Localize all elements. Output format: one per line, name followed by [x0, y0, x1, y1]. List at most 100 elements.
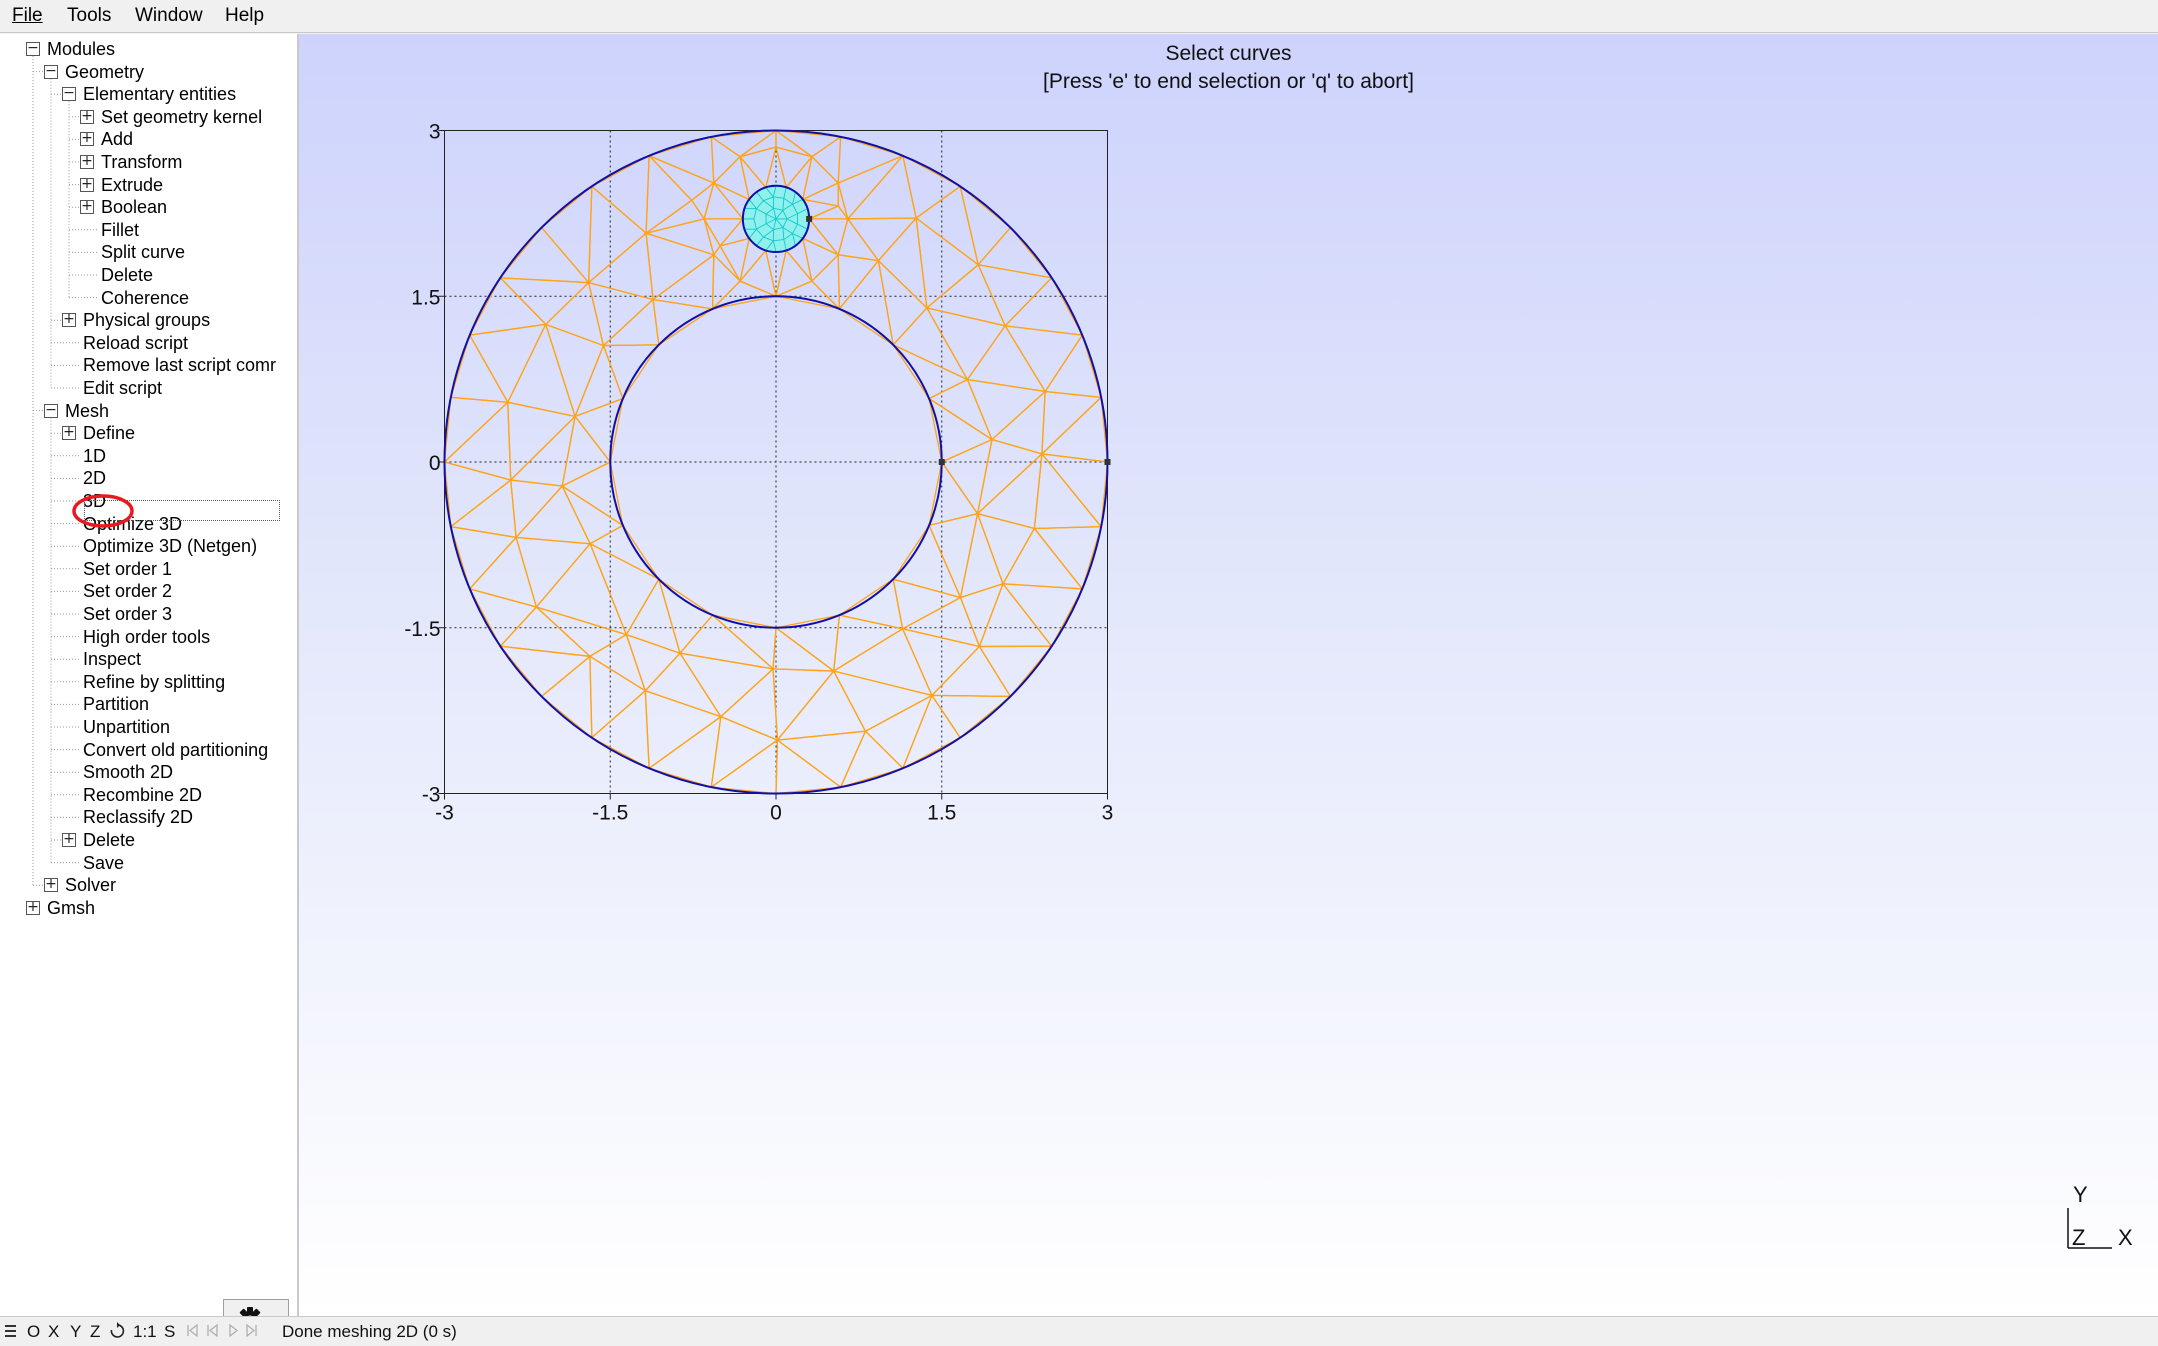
view-reset-o-button[interactable]: O [27, 1321, 40, 1343]
tree-item-label: High order tools [83, 626, 210, 648]
tree-item-label: Physical groups [83, 309, 210, 331]
graphics-viewport[interactable]: Select curves [Press 'e' to end selectio… [299, 34, 2158, 1316]
mesh-triangle [740, 131, 776, 157]
y-tick-label: -3 [422, 784, 441, 807]
tree-item-label: Reclassify 2D [83, 806, 193, 828]
expand-toggle-icon[interactable]: + [80, 200, 94, 214]
tree-item-label: Save [83, 852, 124, 874]
mesh-triangle [711, 740, 777, 793]
triad-axes-icon [2064, 1202, 2124, 1262]
rewind-icon [188, 1325, 197, 1336]
mesh-triangle [645, 691, 721, 769]
expand-toggle-icon[interactable]: + [44, 878, 58, 892]
mesh-triangle [445, 402, 511, 480]
collapse-toggle-icon[interactable]: − [44, 65, 58, 79]
tree-item-label: Geometry [65, 61, 144, 83]
mesh-triangle [932, 695, 1011, 737]
mesh-triangle [893, 308, 967, 380]
mesh-triangle [838, 156, 903, 219]
view-y-button[interactable]: Y [70, 1321, 81, 1343]
expand-toggle-icon[interactable]: + [62, 833, 76, 847]
rotate-icon[interactable] [108, 1322, 126, 1344]
tree-item-label: Fillet [101, 219, 139, 241]
view-x-button[interactable]: X [48, 1321, 59, 1343]
mesh-triangle [1042, 397, 1108, 462]
expand-toggle-icon[interactable]: + [80, 155, 94, 169]
tree-item-label: Add [101, 128, 133, 150]
tree-item-label: Modules [47, 38, 115, 60]
mesh-triangle [646, 156, 692, 233]
tree-item-label: Inspect [83, 648, 141, 670]
expand-toggle-icon[interactable]: + [26, 901, 40, 915]
mesh-triangle [803, 157, 838, 200]
tree-item-label: Define [83, 422, 135, 444]
mesh-triangle [711, 717, 777, 787]
mesh-triangle [903, 156, 960, 218]
mesh-triangle [803, 238, 838, 281]
mesh-triangle [979, 584, 1051, 647]
expand-toggle-icon[interactable]: + [80, 132, 94, 146]
expand-toggle-icon[interactable]: + [80, 110, 94, 124]
mesh-triangle [516, 537, 590, 607]
menu-file[interactable]: File [8, 4, 47, 28]
mesh-triangle [590, 656, 645, 737]
mesh-triangle [960, 584, 1003, 647]
tree-item-label: Smooth 2D [83, 761, 173, 783]
tree-item-label: 1D [83, 445, 106, 467]
mesh-triangle [838, 219, 878, 261]
geometry-point [939, 459, 945, 465]
tree-item-label: Split curve [101, 241, 185, 263]
mesh-triangle [776, 131, 812, 157]
mesh-triangle [773, 628, 834, 671]
status-message: Done meshing 2D (0 s) [282, 1321, 457, 1343]
tree-item-label: Delete [101, 264, 153, 286]
view-z-button[interactable]: Z [90, 1321, 100, 1343]
hamburger-icon[interactable] [4, 1323, 18, 1345]
mesh-triangle [451, 480, 516, 537]
mesh-triangle [929, 514, 977, 598]
collapse-toggle-icon[interactable]: − [44, 404, 58, 418]
mesh-triangle [932, 646, 1011, 696]
geometry-point [1105, 459, 1111, 465]
mesh-triangle [979, 646, 1051, 696]
mesh-triangle [451, 335, 508, 402]
menu-tools[interactable]: Tools [63, 4, 115, 28]
mesh-triangle [500, 646, 590, 696]
play-icon [230, 1325, 237, 1336]
menu-window[interactable]: Window [131, 4, 207, 28]
x-tick-label: 1.5 [927, 802, 956, 825]
x-tick-label: 3 [1102, 802, 1114, 825]
collapse-toggle-icon[interactable]: − [62, 87, 76, 101]
mesh-triangle [536, 607, 626, 656]
mesh-triangle [589, 186, 646, 282]
tree-item-label: Set order 3 [83, 603, 172, 625]
mesh-triangle [803, 183, 838, 206]
tree-item-label: Coherence [101, 287, 189, 309]
mesh-triangle [773, 669, 834, 740]
mesh-triangle [704, 183, 743, 219]
mesh-triangle [500, 228, 588, 283]
mesh-triangle [903, 598, 980, 647]
mesh-triangle [960, 186, 1010, 264]
tree-item-label: Transform [101, 151, 182, 173]
mesh-triangle [927, 265, 1005, 326]
mesh-triangle [978, 228, 1051, 278]
mesh-triangle [1042, 454, 1108, 527]
expand-toggle-icon[interactable]: + [80, 178, 94, 192]
mesh-triangle [721, 669, 778, 740]
scale-one-to-one-button[interactable]: 1:1 [133, 1321, 157, 1343]
tree-item-label: Recombine 2D [83, 784, 202, 806]
tree-item-label: Refine by splitting [83, 671, 225, 693]
expand-toggle-icon[interactable]: + [62, 313, 76, 327]
mesh-triangle [645, 653, 721, 716]
tree-item-label: Set order 2 [83, 580, 172, 602]
collapse-toggle-icon[interactable]: − [26, 42, 40, 56]
mesh-triangle [992, 391, 1045, 453]
tree-item-label: Solver [65, 874, 116, 896]
view-s-button[interactable]: S [164, 1321, 175, 1343]
module-tree: −Modules−Geometry−Elementary entities+Se… [0, 34, 297, 934]
menu-help[interactable]: Help [221, 4, 268, 28]
mesh-triangle [711, 137, 740, 183]
expand-toggle-icon[interactable]: + [62, 426, 76, 440]
